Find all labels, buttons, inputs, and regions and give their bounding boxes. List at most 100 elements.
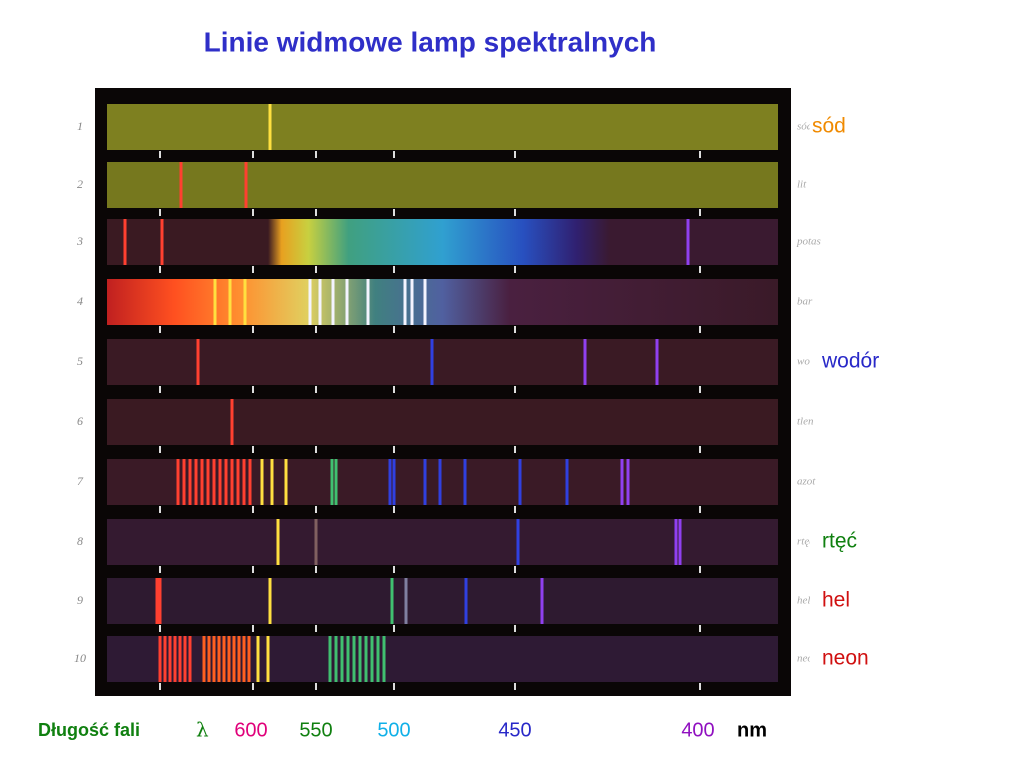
spectral-line [242, 459, 246, 505]
spectrum-strip [107, 578, 778, 624]
spectrum-strip [107, 339, 778, 385]
spectral-line [314, 519, 318, 565]
row-number: 4 [77, 294, 83, 308]
spectral-line [334, 636, 338, 682]
gap-marker [699, 683, 701, 690]
spectrum-strip [107, 162, 778, 208]
wavelength-tick: 500 [377, 719, 410, 741]
gap-marker [252, 326, 254, 333]
spectral-line [213, 279, 217, 325]
gap-marker [252, 625, 254, 632]
spectral-line [382, 636, 386, 682]
label-background [810, 529, 890, 555]
gap-marker [699, 506, 701, 513]
gap-marker [393, 446, 395, 453]
strip-label: lit [797, 179, 807, 191]
spectral-line [188, 459, 192, 505]
spectral-line [200, 459, 204, 505]
element-label: neon [822, 647, 869, 670]
spectral-line [196, 339, 200, 385]
gap-marker [252, 506, 254, 513]
gap-marker [315, 326, 317, 333]
spectral-line [227, 636, 231, 682]
spectral-line [202, 636, 206, 682]
spectral-line [206, 459, 210, 505]
row-number: 2 [77, 177, 83, 191]
gap-marker [514, 625, 516, 632]
spectral-line [260, 459, 264, 505]
spectral-line [243, 279, 247, 325]
gap-marker [252, 266, 254, 273]
spectrum-strip [107, 519, 778, 565]
row-number: 10 [74, 651, 86, 665]
strip-label: hel [797, 595, 810, 607]
gap-marker [159, 266, 161, 273]
gap-marker [514, 266, 516, 273]
gap-marker [252, 386, 254, 393]
gap-marker [315, 625, 317, 632]
spectral-line [232, 636, 236, 682]
row-number: 6 [77, 414, 83, 428]
spectral-line [222, 636, 226, 682]
gap-marker [514, 506, 516, 513]
gap-marker [514, 326, 516, 333]
spectral-line [228, 279, 232, 325]
spectral-line [318, 279, 322, 325]
gap-marker [159, 506, 161, 513]
spectral-line [655, 339, 659, 385]
spectral-line [370, 636, 374, 682]
wavelength-tick: 600 [234, 719, 267, 741]
gap-marker [393, 625, 395, 632]
spectral-line [176, 459, 180, 505]
element-label: sód [812, 115, 846, 138]
element-label: rtęć [822, 530, 857, 553]
spectral-line [207, 636, 211, 682]
gap-marker [159, 386, 161, 393]
gap-marker [699, 326, 701, 333]
spectral-line [518, 459, 522, 505]
spectral-line [620, 459, 624, 505]
label-background [810, 646, 890, 672]
spectral-line [678, 519, 682, 565]
gap-marker [159, 566, 161, 573]
spectral-line [218, 459, 222, 505]
spectral-line [674, 519, 678, 565]
spectrum-strip [107, 279, 778, 325]
spectral-line [340, 636, 344, 682]
row-number: 9 [77, 593, 83, 607]
wavelength-tick: 550 [299, 719, 332, 741]
spectral-line [390, 578, 394, 624]
axis-unit: nm [737, 719, 767, 741]
spectral-line [268, 104, 272, 150]
spectral-line [224, 459, 228, 505]
spectral-line [188, 636, 192, 682]
spectral-line [194, 459, 198, 505]
spectral-line [163, 636, 167, 682]
gap-marker [393, 151, 395, 158]
spectral-line [158, 578, 162, 624]
gap-marker [699, 386, 701, 393]
spectral-line [183, 636, 187, 682]
element-label: hel [822, 589, 850, 612]
spectral-line [686, 219, 690, 265]
gap-marker [699, 151, 701, 158]
spectral-line [358, 636, 362, 682]
gap-marker [393, 683, 395, 690]
gap-marker [159, 683, 161, 690]
gap-marker [699, 209, 701, 216]
spectral-line [364, 636, 368, 682]
gap-marker [514, 151, 516, 158]
gap-marker [252, 151, 254, 158]
gap-marker [315, 266, 317, 273]
spectral-line [423, 279, 427, 325]
row-number: 3 [76, 234, 83, 248]
spectral-line [123, 219, 127, 265]
spectral-line [346, 636, 350, 682]
strip-label: sód [797, 121, 813, 133]
strip-label: bar [797, 296, 813, 308]
spectral-line [168, 636, 172, 682]
spectral-line [248, 459, 252, 505]
spectral-line [212, 459, 216, 505]
gap-marker [315, 566, 317, 573]
spectral-line [237, 636, 241, 682]
